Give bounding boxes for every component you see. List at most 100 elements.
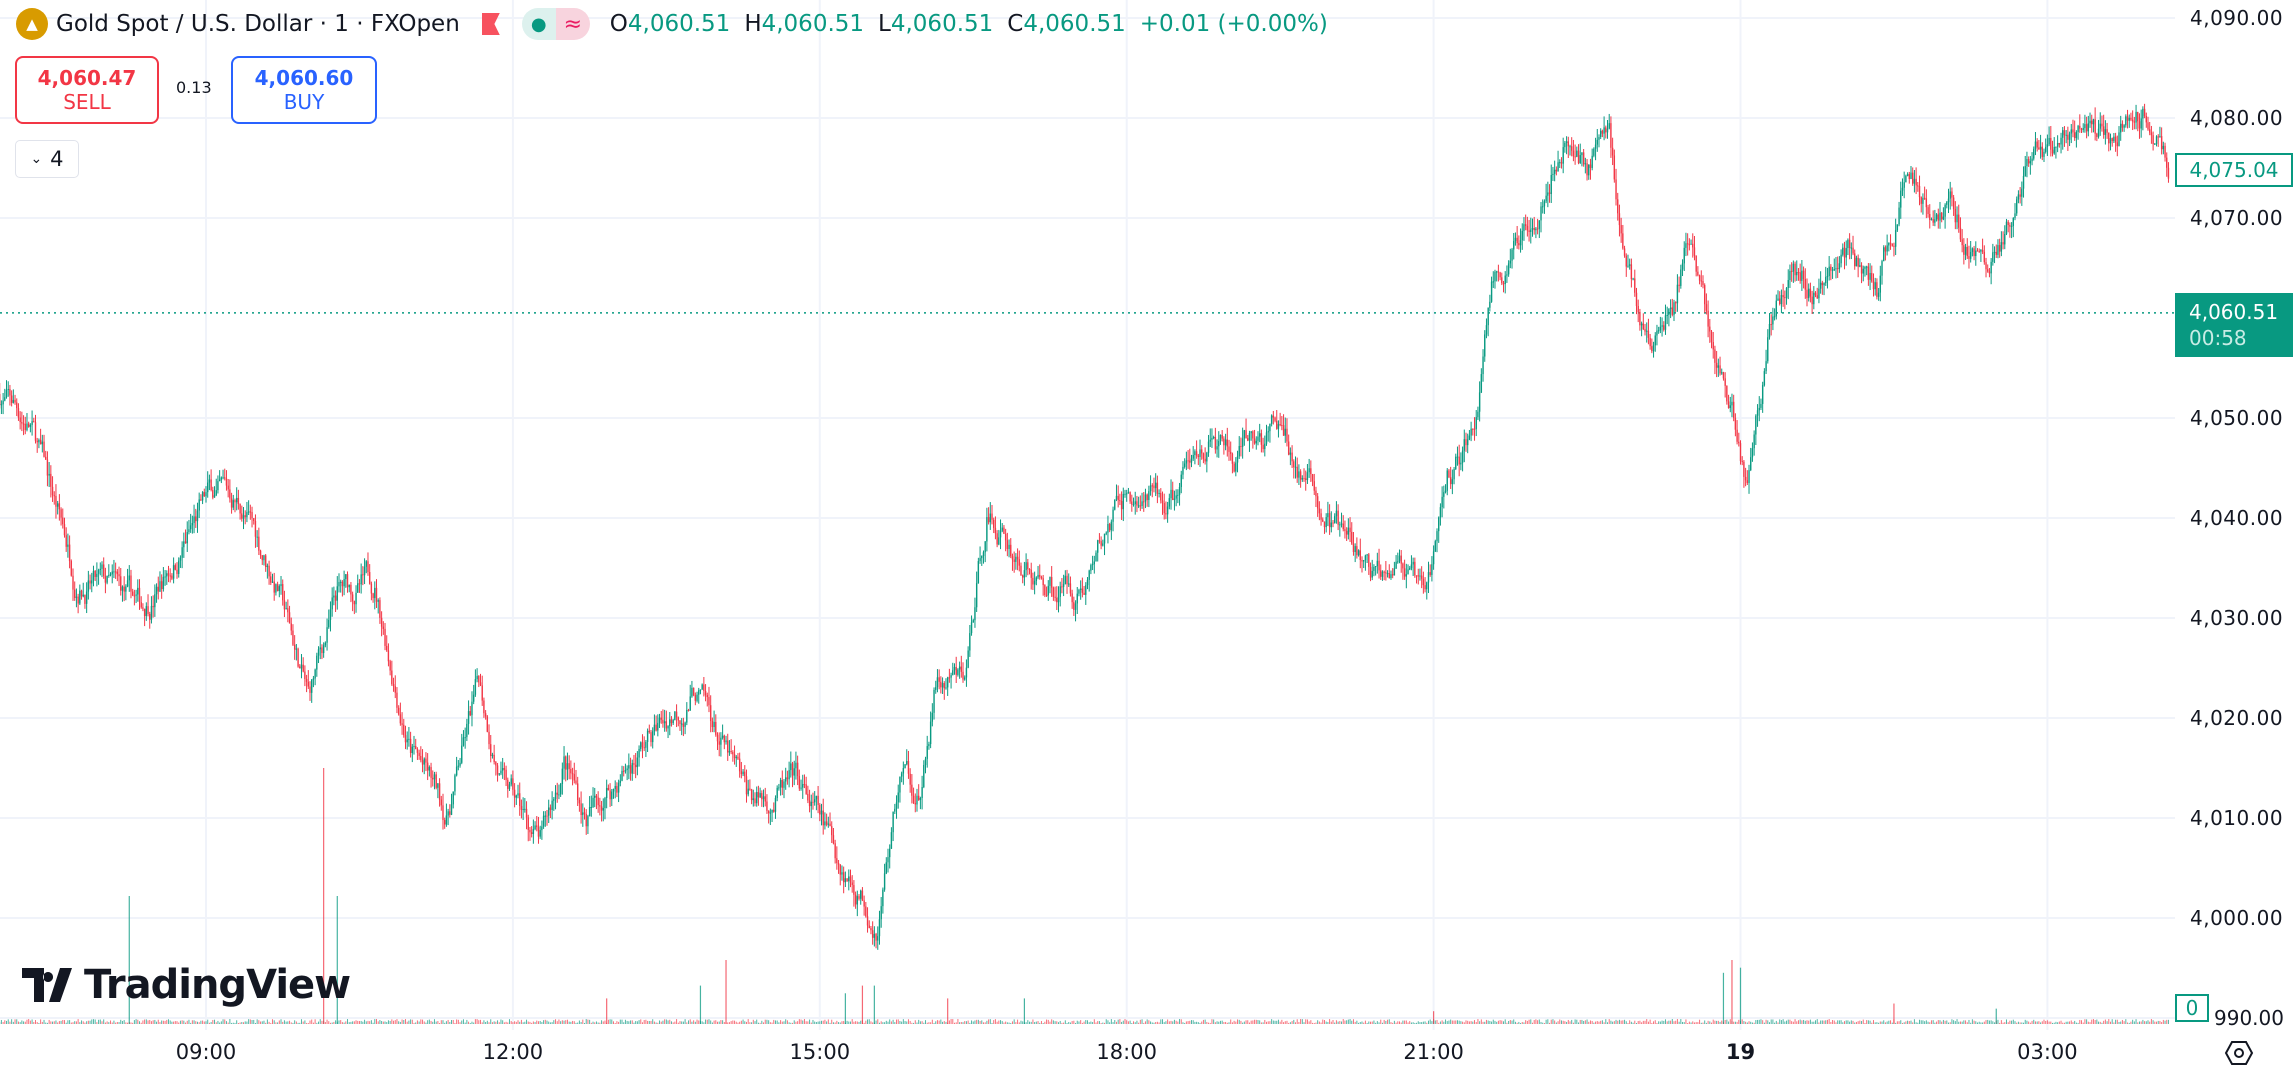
candle-body <box>1780 295 1783 305</box>
volume-bar <box>1059 1020 1061 1024</box>
candle-body <box>2137 111 2139 122</box>
volume-bar <box>1151 1022 1153 1024</box>
market-status[interactable]: ● ≈ <box>521 8 590 40</box>
candle-body <box>1961 239 1963 246</box>
candle-body <box>21 422 23 424</box>
candle-body <box>1789 270 1791 281</box>
volume-bar <box>607 1019 609 1024</box>
volume-bar <box>1707 1020 1709 1024</box>
volume-bar <box>65 1022 67 1024</box>
volume-bar <box>561 1020 563 1024</box>
volume-bar <box>539 1020 541 1024</box>
volume-bar <box>1266 1021 1268 1024</box>
volume-bar <box>1446 1021 1448 1024</box>
candle-body <box>33 421 35 423</box>
volume-bar <box>1102 1022 1104 1024</box>
candle-body <box>1524 224 1527 226</box>
candle-body <box>1373 566 1375 571</box>
candle-body <box>1695 255 1697 272</box>
settings-icon[interactable] <box>2224 1040 2254 1066</box>
candle-body <box>900 773 903 777</box>
volume-bar <box>1685 1019 1687 1024</box>
candle-body <box>527 817 529 830</box>
volume-bar <box>2002 1022 2004 1024</box>
volume-bar <box>2111 1019 2113 1024</box>
volume-bar <box>989 1019 991 1024</box>
candle-body <box>1265 432 1268 444</box>
symbol-title[interactable]: Gold Spot / U.S. Dollar · 1 · FXOpen <box>56 11 460 37</box>
candle-body <box>1197 455 1200 457</box>
flag-icon[interactable] <box>481 13 500 35</box>
volume-bar <box>1624 1019 1626 1024</box>
sell-button[interactable]: 4,060.47 SELL <box>15 56 159 124</box>
candle-body <box>1095 552 1097 562</box>
volume-bar <box>444 1022 446 1024</box>
candle-body <box>101 564 103 569</box>
volume-bar <box>1634 1020 1636 1024</box>
volume-bar <box>1366 1022 1368 1024</box>
volume-bar <box>132 1022 134 1024</box>
volume-bar <box>174 1021 176 1024</box>
volume-bar <box>1559 1019 1561 1024</box>
candle-body <box>1770 324 1772 326</box>
candle-body <box>80 590 83 597</box>
volume-bar <box>1235 1021 1237 1024</box>
candle-body <box>520 806 523 810</box>
candle-body <box>1269 423 1271 432</box>
volume-bar <box>1013 1019 1015 1024</box>
candle-body <box>1840 254 1842 264</box>
volume-bar <box>897 1019 899 1024</box>
volume-bar <box>1497 1020 1499 1024</box>
candle-body <box>1988 271 1991 274</box>
volume-bar <box>1141 1019 1143 1024</box>
volume-bar <box>1061 1022 1063 1024</box>
buy-button[interactable]: 4,060.60 BUY <box>231 56 377 124</box>
candle-body <box>977 561 980 584</box>
volume-bar <box>1044 1021 1046 1024</box>
tradingview-logo[interactable]: TradingView <box>22 962 351 1008</box>
volume-bar <box>623 1022 625 1024</box>
indicators-toggle-button[interactable]: ⌄ 4 <box>15 140 79 178</box>
candle-body <box>237 497 240 505</box>
candle-body <box>1461 450 1464 463</box>
candle-body <box>2147 122 2149 130</box>
candle-body <box>121 586 124 591</box>
candle-body <box>288 612 291 624</box>
volume-bar <box>1405 1020 1407 1024</box>
volume-bar <box>183 1020 185 1024</box>
volume-bar <box>1121 1021 1123 1024</box>
candle-body <box>235 497 238 503</box>
candle-body <box>1847 239 1849 249</box>
volume-bar <box>1920 1020 1922 1024</box>
candle-body <box>1409 568 1411 570</box>
volume-bar <box>819 1021 821 1024</box>
candle-body <box>1187 460 1189 462</box>
volume-bar <box>294 1020 296 1024</box>
volume-bar <box>1646 1019 1648 1024</box>
volume-bar <box>2130 1021 2132 1024</box>
volume-bar <box>1903 1022 1905 1024</box>
candle-body <box>597 797 599 806</box>
volume-bar <box>314 1019 316 1024</box>
volume-bar <box>1341 1021 1343 1024</box>
candle-body <box>1601 130 1604 134</box>
time-axis-label: 03:00 <box>2017 1040 2078 1064</box>
candle-body <box>1298 471 1300 478</box>
volume-bar <box>548 1021 550 1024</box>
volume-bar <box>836 1020 838 1024</box>
candle-body <box>48 473 50 476</box>
volume-bar <box>1711 1022 1713 1024</box>
volume-bar <box>1748 1021 1750 1024</box>
volume-bar <box>1566 1021 1568 1024</box>
volume-bar <box>2038 1021 2040 1024</box>
volume-bar <box>520 1019 522 1024</box>
candle-body <box>1685 243 1687 248</box>
volume-bar <box>1613 1021 1615 1024</box>
volume-bar <box>376 1019 377 1024</box>
volume-bar <box>1852 1020 1854 1024</box>
volume-bar <box>1758 1019 1760 1024</box>
candle-body <box>270 576 272 583</box>
candle-body <box>1153 485 1155 489</box>
candle-body <box>150 605 153 620</box>
